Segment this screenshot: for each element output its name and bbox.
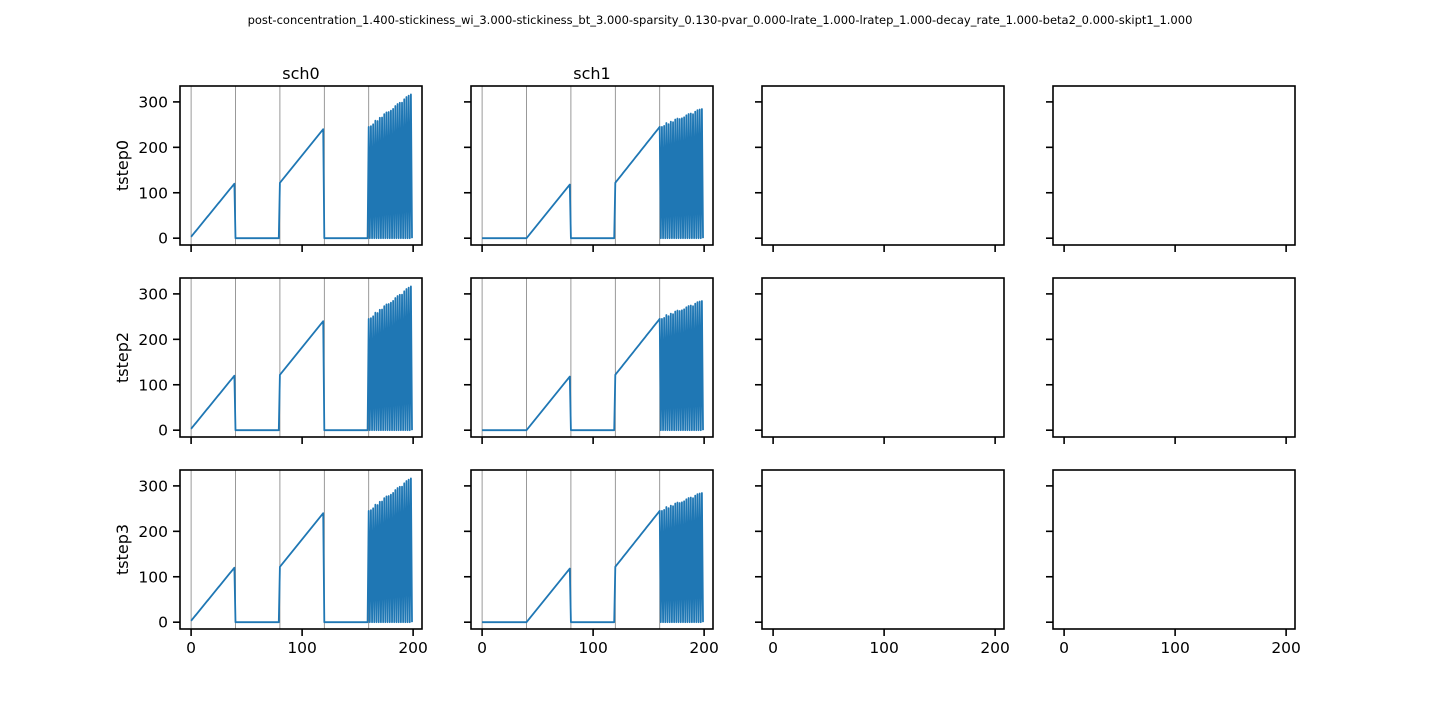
- subplot-tstep2-col0: 0 100 200 300 tstep2: [113, 277, 423, 444]
- y-tick-label: 200: [138, 139, 168, 157]
- series-line-sch1: [482, 108, 704, 240]
- axes-frame: [761, 85, 1005, 246]
- subplot-tstep0-col3: [1046, 85, 1296, 252]
- series-line-sch1: [482, 300, 704, 432]
- axes-frame: [1052, 85, 1296, 246]
- subplot-tstep3-col0: 0 100 200 0 100 200 300 tstep3: [113, 469, 428, 657]
- y-tick-label: 200: [138, 523, 168, 541]
- x-tick-label: 0: [768, 639, 778, 657]
- axes-frame: [761, 277, 1005, 438]
- x-tick-label: 100: [869, 639, 899, 657]
- y-tick-label: 0: [158, 422, 168, 440]
- x-tick-label: 200: [689, 639, 719, 657]
- row-label: tstep3: [113, 524, 132, 575]
- subplot-tstep2-col3: [1046, 277, 1296, 444]
- column-title: sch0: [282, 64, 319, 83]
- x-tick-label: 100: [578, 639, 608, 657]
- subplot-grid: 0 100 200 300 sch0 tstep0 sch1 0 100 200 300 tstep2…: [113, 64, 1301, 657]
- x-tick-label: 100: [1160, 639, 1190, 657]
- row-label: tstep0: [113, 140, 132, 191]
- x-tick-label: 0: [186, 639, 196, 657]
- subplot-tstep0-col2: [755, 85, 1005, 252]
- figure-suptitle: post-concentration_1.400-stickiness_wi_3…: [248, 13, 1193, 27]
- y-tick-label: 100: [138, 376, 168, 394]
- axes-frame: [1052, 277, 1296, 438]
- y-tick-label: 300: [138, 93, 168, 111]
- x-tick-label: 100: [287, 639, 317, 657]
- subplot-tstep0-col1: sch1: [464, 64, 714, 252]
- axes-frame: [179, 277, 423, 438]
- axes-frame: [179, 469, 423, 630]
- y-tick-label: 100: [138, 184, 168, 202]
- column-title: sch1: [573, 64, 610, 83]
- subplot-tstep2-col2: [755, 277, 1005, 444]
- axes-frame: [1052, 469, 1296, 630]
- axes-frame: [470, 85, 714, 246]
- y-tick-label: 0: [158, 614, 168, 632]
- subplot-tstep2-col1: [464, 277, 714, 444]
- x-tick-label: 200: [1271, 639, 1301, 657]
- y-tick-label: 300: [138, 477, 168, 495]
- axes-frame: [179, 85, 423, 246]
- y-tick-label: 200: [138, 331, 168, 349]
- axes-frame: [470, 277, 714, 438]
- subplot-tstep3-col3: 0 100 200: [1046, 469, 1301, 657]
- series-line-sch0: [190, 285, 413, 432]
- series-line-sch0: [190, 477, 413, 624]
- row-label: tstep2: [113, 332, 132, 383]
- x-tick-label: 0: [477, 639, 487, 657]
- subplot-tstep3-col1: 0 100 200: [464, 469, 719, 657]
- subplot-tstep3-col2: 0 100 200: [755, 469, 1010, 657]
- axes-frame: [761, 469, 1005, 630]
- y-tick-label: 100: [138, 568, 168, 586]
- series-line-sch1: [482, 492, 704, 624]
- y-tick-label: 0: [158, 230, 168, 248]
- x-tick-label: 200: [980, 639, 1010, 657]
- axes-frame: [470, 469, 714, 630]
- y-tick-label: 300: [138, 285, 168, 303]
- x-tick-label: 200: [398, 639, 428, 657]
- series-line-sch0: [190, 93, 413, 240]
- subplot-tstep0-col0: 0 100 200 300 sch0 tstep0: [113, 64, 423, 252]
- x-tick-label: 0: [1059, 639, 1069, 657]
